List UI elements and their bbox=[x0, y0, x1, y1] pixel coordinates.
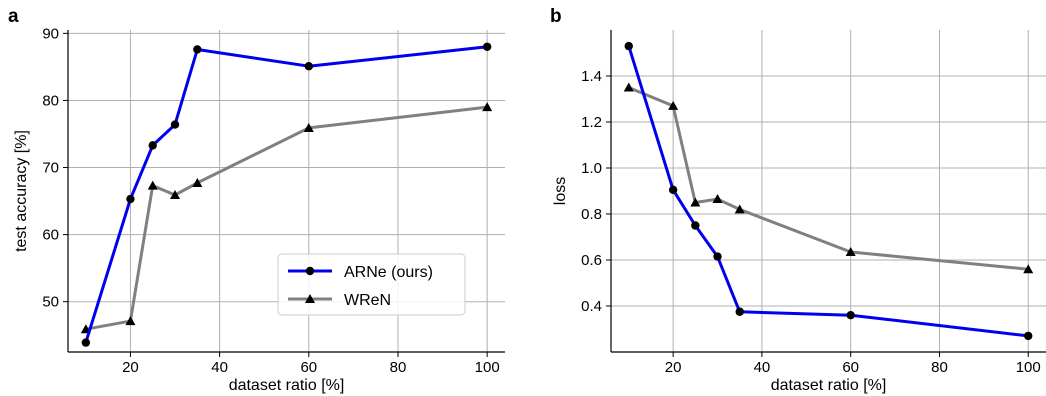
b-x-tick-label: 20 bbox=[665, 359, 682, 376]
b-y-tick-label: 1.4 bbox=[581, 68, 602, 85]
a-y-tick-label: 80 bbox=[42, 92, 59, 109]
b-x-tick-label: 80 bbox=[931, 359, 948, 376]
a-wren-point bbox=[147, 180, 158, 190]
b-arne-point bbox=[624, 41, 633, 51]
a-x-tick-label: 60 bbox=[300, 359, 317, 376]
a-x-tick-label: 80 bbox=[390, 359, 407, 376]
a-wren-point bbox=[125, 316, 136, 326]
b-arne-point bbox=[846, 311, 855, 320]
panel-a-label: a bbox=[8, 6, 19, 27]
panel-b-chart: 20 40 60 80 100 0.4 0.6 0.8 1.0 1.2 1.4 dataset rat… bbox=[552, 30, 1046, 394]
b-x-tick-label: 60 bbox=[842, 359, 859, 376]
b-wren-point bbox=[690, 197, 701, 207]
b-x-axis-label: dataset ratio [%] bbox=[771, 377, 887, 394]
b-y-tick-label: 0.8 bbox=[581, 206, 602, 223]
a-wren-point bbox=[192, 177, 203, 187]
b-wren-line bbox=[628, 86, 1029, 271]
b-wren-point bbox=[845, 246, 856, 256]
a-wren-point bbox=[170, 190, 181, 200]
b-arne-line bbox=[627, 45, 1029, 338]
panel-a-chart: 20 40 60 80 100 50 60 70 80 90 dataset ratio [%] te… bbox=[13, 25, 505, 394]
a-y-axis-label: test accuracy [%] bbox=[13, 130, 30, 252]
a-x-tick-label: 20 bbox=[122, 359, 139, 376]
b-wren-point bbox=[734, 204, 745, 214]
b-wren-point bbox=[1023, 264, 1034, 274]
a-x-tick-label: 100 bbox=[475, 359, 500, 376]
legend-wren-label: WReN bbox=[344, 292, 391, 309]
a-x-axis-label: dataset ratio [%] bbox=[229, 377, 345, 394]
panel-b-label: b bbox=[550, 6, 562, 27]
b-y-axis-label: loss bbox=[552, 177, 569, 205]
a-arne-point bbox=[148, 141, 157, 150]
a-arne-point bbox=[482, 42, 492, 51]
a-arne-point bbox=[81, 338, 91, 347]
a-arne-point bbox=[170, 120, 180, 129]
b-y-tick-label: 0.4 bbox=[581, 298, 602, 315]
b-arne-point bbox=[1024, 331, 1033, 341]
legend-arne-marker bbox=[305, 266, 315, 276]
legend-arne-label: ARNe (ours) bbox=[344, 264, 433, 281]
b-wren-point bbox=[712, 194, 723, 204]
b-wren-point bbox=[668, 100, 679, 110]
b-y-tick-label: 1.2 bbox=[581, 114, 602, 131]
b-x-tick-label: 100 bbox=[1016, 359, 1041, 376]
a-y-tick-label: 90 bbox=[42, 25, 59, 42]
b-arne-point bbox=[668, 185, 678, 195]
a-wren-point bbox=[303, 122, 314, 132]
a-y-tick-label: 70 bbox=[42, 160, 59, 177]
b-x-tick-label: 40 bbox=[754, 359, 771, 376]
legend-wren-marker bbox=[305, 294, 315, 303]
a-arne-point bbox=[304, 62, 313, 71]
a-y-tick-label: 60 bbox=[42, 227, 59, 244]
b-arne-point bbox=[735, 307, 744, 316]
a-x-tick-label: 40 bbox=[211, 359, 228, 376]
a-y-tick-label: 50 bbox=[42, 294, 59, 311]
b-arne-point bbox=[691, 221, 700, 230]
a-arne-point bbox=[126, 194, 135, 204]
a-wren-point bbox=[482, 102, 493, 112]
b-y-tick-label: 0.6 bbox=[581, 252, 602, 269]
b-wren-point bbox=[623, 82, 634, 92]
b-y-tick-label: 1.0 bbox=[581, 160, 602, 177]
b-arne-point bbox=[713, 252, 722, 261]
a-arne-point bbox=[193, 45, 202, 54]
